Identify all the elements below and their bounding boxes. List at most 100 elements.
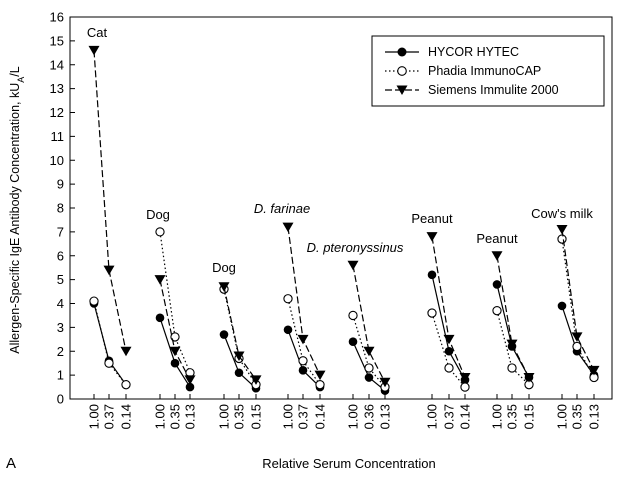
x-tick-label: 0.35 — [505, 404, 520, 429]
group-label: Cat — [87, 25, 108, 40]
y-tick-label: 5 — [57, 272, 64, 287]
y-tick-label: 0 — [57, 392, 64, 407]
point-siemens — [184, 375, 196, 385]
point-siemens — [426, 232, 438, 242]
x-tick-label: 0.37 — [442, 404, 457, 429]
y-tick-label: 4 — [57, 296, 64, 311]
x-tick-label: 1.00 — [555, 404, 570, 429]
group-label: Dog — [212, 260, 236, 275]
y-tick-label: 6 — [57, 248, 64, 263]
x-tick-label: 0.14 — [458, 404, 473, 429]
point-siemens — [379, 377, 391, 388]
legend: HYCOR HYTEC Phadia ImmunoCAP Siemens Imm… — [371, 35, 605, 107]
x-tick-label: 0.15 — [249, 404, 264, 429]
y-tick-label: 14 — [50, 57, 64, 72]
point-hycor — [234, 368, 244, 378]
series-line-phadia — [93, 300, 127, 386]
x-tick-label: 0.13 — [378, 404, 393, 429]
series-line-hycor — [93, 303, 127, 386]
point-phadia — [283, 294, 293, 304]
group-label: Cow's milk — [531, 206, 593, 221]
x-tick-label: 0.36 — [362, 404, 377, 429]
y-tick-label: 3 — [57, 320, 64, 335]
point-siemens — [282, 222, 294, 233]
y-tick-label: 11 — [51, 129, 65, 144]
point-siemens — [347, 260, 359, 271]
group-label: Dog — [146, 207, 170, 222]
point-siemens — [491, 251, 503, 261]
point-phadia — [507, 363, 517, 373]
group-label: Peanut — [476, 231, 518, 246]
point-hycor — [219, 330, 229, 339]
point-phadia — [89, 296, 99, 306]
point-hycor — [557, 301, 567, 311]
x-tick-label: 1.00 — [346, 404, 361, 429]
point-siemens — [556, 224, 568, 235]
x-tick-label: 0.14 — [119, 404, 134, 429]
point-hycor — [298, 366, 308, 375]
x-tick-label: 0.37 — [296, 404, 311, 429]
group-label: D. farinae — [254, 201, 310, 216]
point-siemens — [443, 334, 455, 345]
group-labels: Cat Dog Dog D. farinae D. pteronyssinus Peanu… — [87, 25, 593, 275]
point-siemens — [571, 332, 583, 342]
x-tick-label: 1.00 — [490, 404, 505, 429]
point-siemens — [120, 346, 132, 357]
point-phadia — [364, 363, 374, 373]
x-axis-label: Relative Serum Concentration — [262, 456, 435, 471]
x-tick-label: 0.14 — [313, 404, 328, 429]
series-line-siemens — [561, 229, 595, 371]
panel-label: A — [6, 455, 16, 472]
y-tick-label: 12 — [50, 105, 64, 120]
series-layer — [88, 45, 600, 395]
series-line-phadia — [287, 298, 321, 386]
point-phadia — [572, 341, 582, 352]
y-tick-label: 7 — [57, 224, 64, 239]
series-line-siemens — [496, 255, 530, 378]
point-phadia — [492, 306, 502, 316]
y-axis-label: Allergen-Specific IgE Antibody Concentra… — [8, 66, 26, 353]
legend-label-phadia: Phadia ImmunoCAP — [428, 64, 541, 78]
point-hycor — [185, 382, 195, 392]
point-phadia — [315, 380, 325, 390]
point-siemens — [523, 373, 535, 383]
series-line-siemens — [93, 50, 127, 352]
x-tick-label: 0.35 — [232, 404, 247, 429]
y-tick-label: 13 — [50, 81, 64, 96]
point-siemens — [103, 265, 115, 276]
point-siemens — [218, 282, 230, 292]
point-siemens — [169, 346, 181, 357]
point-phadia — [121, 380, 131, 390]
point-siemens — [88, 45, 100, 56]
point-siemens — [363, 346, 375, 357]
y-tick-label: 9 — [57, 177, 64, 192]
point-hycor — [444, 346, 454, 356]
point-phadia — [104, 358, 114, 368]
point-hycor — [170, 358, 180, 368]
point-hycor — [348, 337, 358, 347]
legend-label-siemens: Siemens Immulite 2000 — [428, 83, 559, 97]
y-tick-label: 16 — [50, 10, 64, 25]
series-line-siemens — [352, 265, 386, 383]
y-tick-label: 15 — [50, 33, 64, 48]
point-siemens — [314, 370, 326, 381]
point-siemens — [250, 375, 262, 385]
point-siemens — [588, 365, 600, 376]
x-tick-label: 0.35 — [168, 404, 183, 429]
point-phadia — [348, 310, 358, 321]
point-hycor — [364, 373, 374, 382]
y-tick-label: 8 — [57, 201, 64, 216]
point-phadia — [460, 382, 470, 392]
point-hycor — [427, 270, 437, 280]
point-phadia — [155, 227, 165, 237]
point-hycor — [492, 280, 502, 289]
x-tick-label: 0.15 — [522, 404, 537, 429]
legend-box — [371, 35, 605, 107]
point-siemens — [154, 275, 166, 285]
series-line-hycor — [561, 305, 595, 376]
x-tick-label: 0.13 — [183, 404, 198, 429]
legend-marker-phadia — [397, 66, 407, 76]
legend-marker-hycor — [397, 47, 407, 57]
